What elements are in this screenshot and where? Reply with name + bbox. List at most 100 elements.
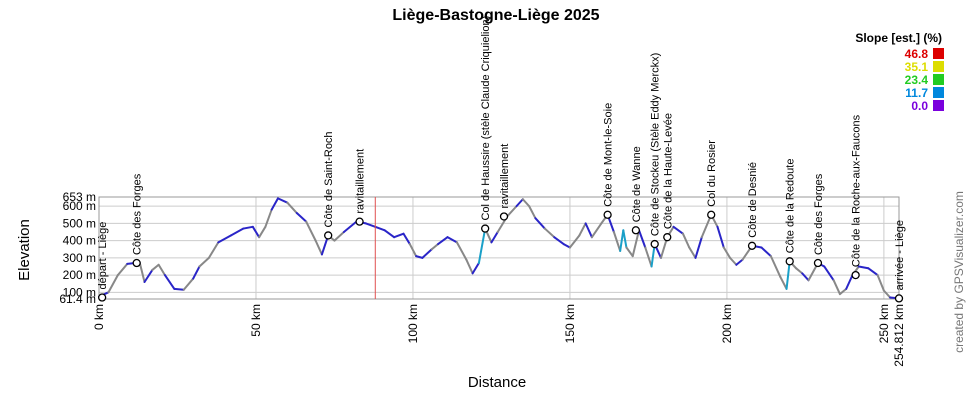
profile-segment (638, 229, 647, 249)
waypoint-label: Côte de la Roche-aux-Faucons (851, 114, 863, 267)
waypoint-marker (97, 293, 107, 302)
profile-segment (374, 225, 386, 232)
waypoint-marker (499, 212, 509, 221)
profile-segment (264, 208, 273, 228)
x-axis-title: Distance (468, 374, 526, 391)
profile-segment (644, 246, 653, 268)
profile-segment (143, 268, 154, 283)
profile-segment (198, 256, 210, 268)
profile-segment (393, 232, 405, 239)
profile-segment (619, 229, 625, 252)
waypoint-label: arrivée - Liège (894, 220, 906, 290)
profile-segment (553, 236, 565, 246)
legend-swatch (933, 61, 944, 72)
waypoint: Col de Haussire (stèle Claude Criquielio… (480, 16, 492, 233)
waypoint-label: Col du Rosier (706, 140, 718, 207)
profile-segment (716, 225, 725, 249)
profile-segment (116, 262, 129, 277)
profile-segment (383, 229, 396, 239)
waypoint-label: départ - Liège (97, 222, 109, 290)
legend-swatch (933, 100, 944, 111)
profile-segment (838, 287, 848, 296)
waypoint-marker (785, 257, 794, 266)
y-tick-label: 400 m (63, 234, 96, 248)
waypoint: Côte de Saint-Roch (323, 131, 335, 240)
profile-segment (229, 227, 245, 237)
waypoint: Col du Rosier (706, 140, 718, 219)
profile-segment (415, 255, 424, 259)
y-tick-label: 500 m (63, 216, 96, 230)
waypoint-label: Côte de Wanne (631, 146, 643, 222)
profile-segment (173, 287, 185, 291)
waypoint-layer: départ - Liège Côte des Forges Côte de Sai… (97, 16, 906, 303)
waypoint: départ - Liège (97, 222, 109, 302)
waypoint-label: Côte de la Haute-Levée (662, 113, 674, 229)
legend-title: Slope [est.] (%) (855, 31, 942, 45)
waypoint-label: Côte des Forges (132, 173, 144, 255)
waypoint-marker (851, 270, 860, 280)
profile-segment (688, 246, 697, 259)
y-tick-label: 300 m (63, 251, 96, 265)
x-tick-label: 200 km (720, 304, 734, 343)
waypoint-label: Côte de Desnié (747, 162, 759, 238)
plot-frame (98, 196, 900, 300)
y-tick-label: 653 m (63, 190, 96, 204)
legend-label: 35.1 (905, 60, 929, 74)
profile-segment (477, 227, 487, 265)
profile-segment (622, 229, 628, 249)
waypoint: Côte de la Haute-Levée (662, 113, 674, 242)
waypoint: arrivée - Liège (894, 220, 906, 303)
profile-segment (402, 232, 411, 246)
profile-segment (769, 255, 782, 278)
x-tick-label: 250 km (877, 304, 891, 343)
profile-segment (430, 243, 440, 251)
profile-segment (364, 222, 377, 228)
elevation-profile (98, 197, 900, 300)
legend-label: 0.0 (911, 99, 928, 113)
profile-segment (408, 243, 418, 258)
profile-segment (584, 222, 593, 239)
profile-segment (157, 263, 166, 277)
profile-segment (534, 217, 546, 230)
x-tick-label: 100 km (406, 304, 420, 343)
waypoint-marker (324, 231, 333, 240)
profile-segment (270, 197, 279, 211)
y-tick-label: 200 m (63, 268, 96, 282)
profile-segment (528, 205, 537, 220)
profile-segment (455, 241, 468, 261)
profile-segment (515, 198, 524, 208)
waypoint-label: Côte des Forges (813, 173, 825, 255)
profile-segment (590, 222, 603, 239)
profile-segment (857, 265, 870, 270)
profile-segment (342, 220, 358, 233)
waypoint: Côte de Stockeu (Stèle Eddy Merckx) (650, 53, 662, 249)
profile-segment (182, 277, 195, 291)
x-tick-label: 0 km (92, 304, 106, 330)
profile-segment (465, 258, 474, 275)
profile-segment (217, 234, 232, 244)
profile-segment (521, 198, 531, 208)
profile-segment (471, 262, 480, 275)
profile-segment (276, 197, 289, 204)
waypoint-label: Côte de la Redoute (785, 159, 797, 254)
x-tick-label: 50 km (249, 304, 263, 337)
chart-grid (98, 196, 900, 300)
y-tick-label: 100 m (63, 285, 96, 299)
waypoint: Côte de la Roche-aux-Faucons (851, 114, 863, 280)
chart-title: Liège-Bastogne-Liège 2025 (392, 7, 599, 24)
x-tick-label: 150 km (563, 304, 577, 343)
profile-segment (631, 229, 641, 258)
waypoint: Côte des Forges (813, 173, 825, 268)
legend-swatch (933, 48, 944, 59)
profile-segment (612, 231, 622, 252)
waypoint: ravitaillement (355, 149, 367, 226)
waypoint: Côte de la Redoute (785, 159, 797, 266)
waypoint: Côte de Desnié (747, 162, 759, 250)
profile-segment (107, 274, 119, 294)
profile-segment (251, 225, 261, 239)
profile-segment (138, 262, 146, 283)
profile-segment (568, 234, 581, 249)
profile-segment (681, 232, 691, 249)
